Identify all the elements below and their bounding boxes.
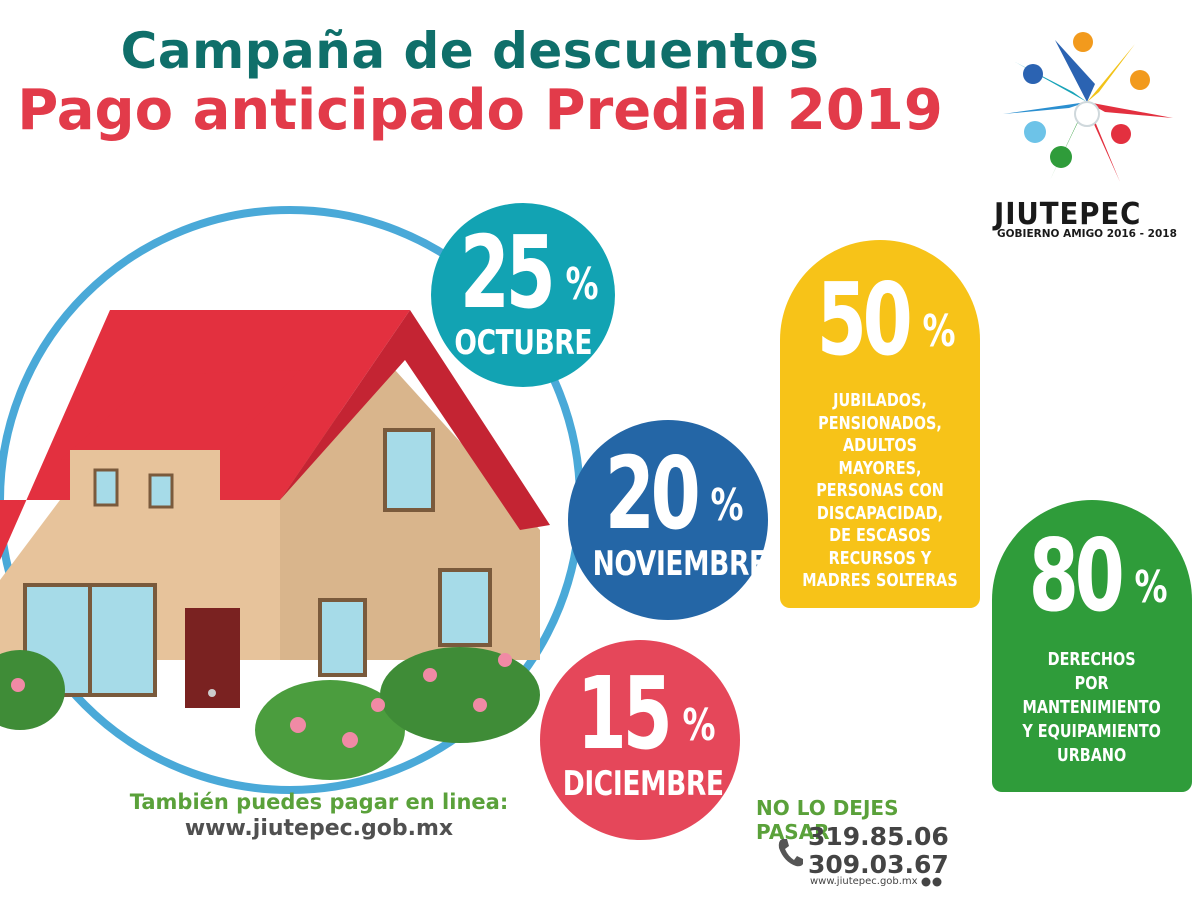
phone-number-2[interactable]: 309.03.67 bbox=[808, 850, 949, 879]
discount-circle-december: 15% DICIEMBRE bbox=[540, 640, 740, 840]
special-discount-50-card: 50% JUBILADOS, PENSIONADOS, ADULTOS MAYO… bbox=[780, 240, 980, 608]
house-illustration bbox=[0, 310, 550, 780]
discount-percent: 20% bbox=[568, 444, 768, 544]
phone-icon bbox=[778, 839, 803, 867]
discount-month-november: NOVIEMBRE bbox=[592, 544, 768, 584]
percent-symbol: % bbox=[922, 306, 956, 357]
percent-symbol: % bbox=[710, 480, 744, 531]
percent-value: 80 bbox=[1029, 517, 1125, 634]
percent-symbol: % bbox=[682, 700, 716, 751]
percent-symbol: % bbox=[1134, 562, 1168, 613]
discount-circle-november: 20% NOVIEMBRE bbox=[568, 420, 768, 620]
website-link[interactable]: www.jiutepec.gob.mx bbox=[184, 816, 454, 841]
logo-wordmark: JIUTEPEC bbox=[994, 197, 1142, 232]
discount-circle-october: 25% OCTUBRE bbox=[431, 203, 615, 387]
special-50-beneficiaries: JUBILADOS, PENSIONADOS, ADULTOS MAYORES,… bbox=[802, 390, 958, 591]
online-payment-text: También puedes pagar en linea: bbox=[129, 790, 509, 814]
website-small: www.jiutepec.gob.mx bbox=[810, 876, 918, 887]
special-80-concepts: DERECHOS POR MANTENIMIENTO Y EQUIPAMIENT… bbox=[1022, 649, 1162, 766]
logo-tagline: GOBIERNO AMIGO 2016 - 2018 bbox=[997, 228, 1177, 240]
percent-symbol: % bbox=[565, 259, 599, 310]
percent-value: 25 bbox=[460, 214, 556, 331]
star-people-logo-icon bbox=[1003, 32, 1173, 182]
campaign-subtitle: Pago anticipado Predial 2019 bbox=[17, 78, 943, 143]
special-percent: 80% bbox=[992, 526, 1192, 626]
special-percent: 50% bbox=[780, 270, 980, 370]
special-discount-80-card: 80% DERECHOS POR MANTENIMIENTO Y EQUIPAM… bbox=[992, 500, 1192, 792]
percent-value: 50 bbox=[817, 261, 913, 378]
percent-value: 15 bbox=[577, 655, 673, 772]
social-icons bbox=[921, 877, 942, 887]
campaign-title: Campaña de descuentos bbox=[120, 22, 820, 80]
phone-number-1[interactable]: 319.85.06 bbox=[808, 822, 949, 851]
discount-percent: 25% bbox=[431, 223, 615, 323]
percent-value: 20 bbox=[605, 435, 701, 552]
reminder-headline: NO LO DEJES PASAR bbox=[756, 796, 899, 844]
discount-month-october: OCTUBRE bbox=[454, 323, 592, 363]
discount-percent: 15% bbox=[540, 664, 740, 764]
discount-month-december: DICIEMBRE bbox=[562, 764, 724, 804]
